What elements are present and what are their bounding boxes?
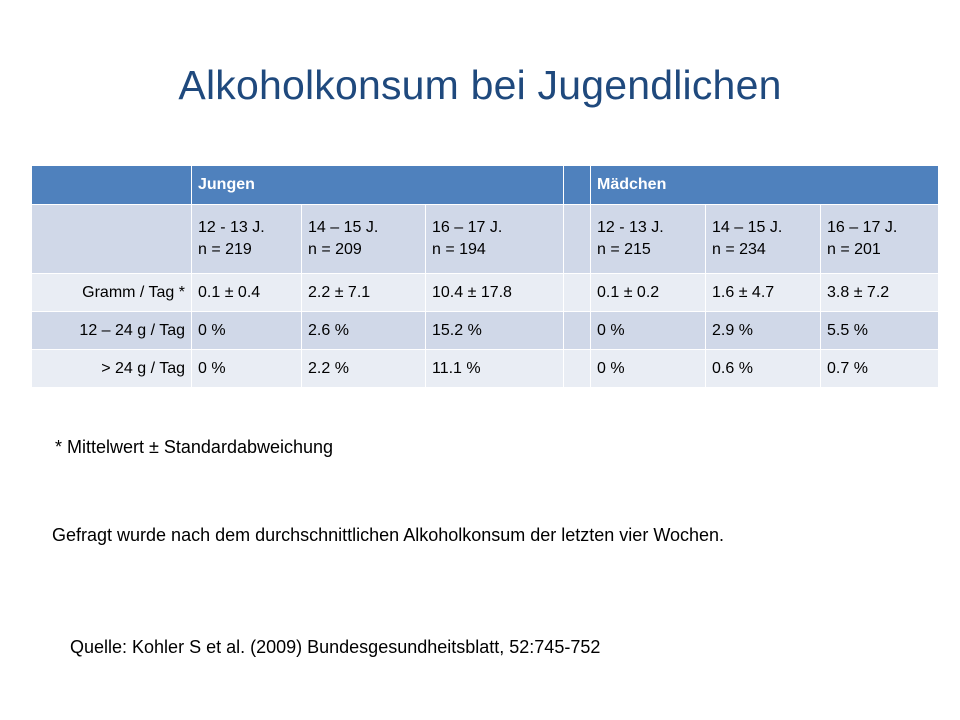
row-label: 12 – 24 g / Tag bbox=[31, 311, 192, 350]
table-cell: 0 % bbox=[590, 349, 706, 388]
table-cell: 1.6 ± 4.7 bbox=[705, 273, 821, 312]
age-label: 12 - 13 J. bbox=[198, 219, 265, 236]
question-note: Gefragt wurde nach dem durchschnittliche… bbox=[52, 525, 725, 545]
age-label: 16 – 17 J. bbox=[827, 219, 898, 236]
age-label: 14 – 15 J. bbox=[308, 219, 379, 236]
spacer-cell bbox=[563, 349, 591, 388]
spacer-cell bbox=[563, 273, 591, 312]
alcohol-consumption-table: Jungen Mädchen 12 - 13 J. n = 219 14 – 15… bbox=[31, 165, 940, 388]
sample-size-label: n = 219 bbox=[198, 241, 252, 258]
table-cell: 0.1 ± 0.2 bbox=[590, 273, 706, 312]
sample-size-label: n = 215 bbox=[597, 241, 651, 258]
table-cell: 0.6 % bbox=[705, 349, 821, 388]
table-cell: 0 % bbox=[191, 349, 302, 388]
age-label: 16 – 17 J. bbox=[432, 219, 503, 236]
header-group-jungen: Jungen bbox=[191, 165, 564, 205]
age-column-header: 12 - 13 J. n = 215 bbox=[590, 204, 706, 274]
footnote: * Mittelwert ± Standardabweichung bbox=[55, 437, 334, 457]
table-cell: 15.2 % bbox=[425, 311, 564, 350]
sample-size-label: n = 234 bbox=[712, 241, 766, 258]
age-label: 14 – 15 J. bbox=[712, 219, 783, 236]
slide-title: Alkoholkonsum bei Jugendlichen bbox=[178, 62, 782, 108]
table-row-gramm-per-day: Gramm / Tag * 0.1 ± 0.4 2.2 ± 7.1 10.4 ±… bbox=[31, 273, 940, 312]
table-cell: 0.1 ± 0.4 bbox=[191, 273, 302, 312]
age-row-empty-cell bbox=[31, 204, 192, 274]
table-cell: 3.8 ± 7.2 bbox=[819, 273, 940, 312]
row-label: Gramm / Tag * bbox=[31, 273, 192, 312]
spacer-cell bbox=[563, 311, 591, 350]
table-row-12-24g: 12 – 24 g / Tag 0 % 2.6 % 15.2 % 0 % 2.9… bbox=[31, 311, 940, 350]
age-row-spacer-cell bbox=[563, 204, 591, 274]
sample-size-label: n = 209 bbox=[308, 241, 362, 258]
table-cell: 2.2 % bbox=[301, 349, 426, 388]
table-cell: 0 % bbox=[590, 311, 706, 350]
age-column-header: 14 – 15 J. n = 234 bbox=[705, 204, 821, 274]
age-column-header: 14 – 15 J. n = 209 bbox=[301, 204, 426, 274]
header-spacer-cell bbox=[563, 165, 591, 205]
age-column-header: 16 – 17 J. n = 194 bbox=[425, 204, 564, 274]
header-group-maedchen: Mädchen bbox=[589, 165, 940, 205]
age-column-header: 16 – 17 J. n = 201 bbox=[819, 204, 940, 274]
table-cell: 2.6 % bbox=[301, 311, 426, 350]
table-row-over-24g: > 24 g / Tag 0 % 2.2 % 11.1 % 0 % 0.6 % … bbox=[31, 349, 940, 388]
table-cell: 2.9 % bbox=[705, 311, 821, 350]
table-cell: 2.2 ± 7.1 bbox=[301, 273, 426, 312]
table-cell: 11.1 % bbox=[425, 349, 564, 388]
row-label: > 24 g / Tag bbox=[31, 349, 192, 388]
table-cell: 10.4 ± 17.8 bbox=[425, 273, 564, 312]
table-header-row: Jungen Mädchen bbox=[31, 165, 940, 205]
table-cell: 0 % bbox=[191, 311, 302, 350]
table-cell: 0.7 % bbox=[819, 349, 940, 388]
source-citation: Quelle: Kohler S et al. (2009) Bundesges… bbox=[70, 637, 601, 657]
age-column-header: 12 - 13 J. n = 219 bbox=[191, 204, 302, 274]
table-cell: 5.5 % bbox=[819, 311, 940, 350]
table-age-row: 12 - 13 J. n = 219 14 – 15 J. n = 209 16 –… bbox=[31, 204, 940, 274]
sample-size-label: n = 201 bbox=[827, 241, 881, 258]
sample-size-label: n = 194 bbox=[432, 241, 486, 258]
age-label: 12 - 13 J. bbox=[597, 219, 664, 236]
header-empty-cell bbox=[31, 165, 192, 205]
